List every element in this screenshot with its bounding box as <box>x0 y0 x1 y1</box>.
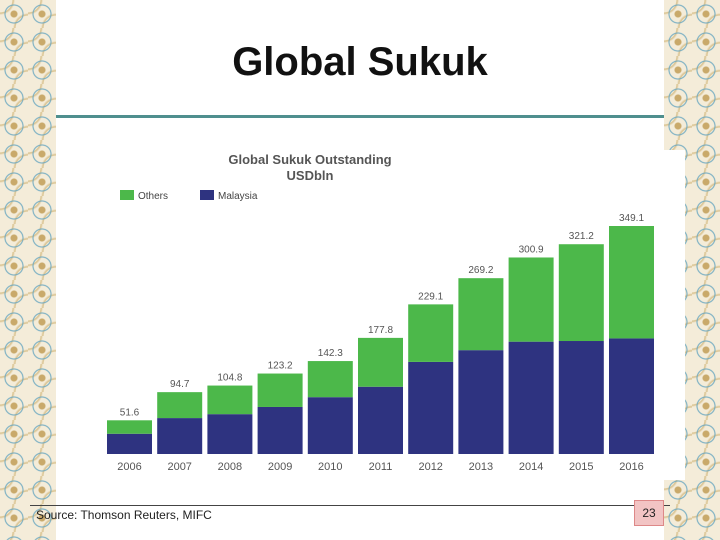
bar-others-2016 <box>609 226 654 339</box>
bar-malaysia-2006 <box>107 433 152 454</box>
bar-malaysia-2015 <box>558 341 604 454</box>
x-tick-2010: 2010 <box>318 461 342 473</box>
value-label-2010: 142.3 <box>318 348 343 359</box>
bar-malaysia-2009 <box>257 406 303 454</box>
x-tick-2006: 2006 <box>117 461 141 473</box>
bar-malaysia-2007 <box>157 418 203 454</box>
value-label-2007: 94.7 <box>170 379 190 390</box>
chart-svg: Global Sukuk Outstanding USDbln Others Ma… <box>107 152 654 473</box>
x-tick-2014: 2014 <box>519 461 543 473</box>
bar-others-2009 <box>257 373 303 407</box>
source-note: Source: Thomson Reuters, MIFC <box>36 508 212 522</box>
slide-title: Global Sukuk <box>232 40 488 84</box>
bar-others-2013 <box>458 278 504 351</box>
chart-subtitle: USDbln <box>287 168 334 183</box>
x-tick-2011: 2011 <box>369 461 393 473</box>
chart: Global Sukuk Outstanding USDbln Others Ma… <box>95 150 685 480</box>
footer-divider <box>30 505 670 506</box>
x-tick-2013: 2013 <box>469 461 493 473</box>
value-label-2006: 51.6 <box>120 407 140 418</box>
x-tick-2012: 2012 <box>418 461 442 473</box>
bar-malaysia-2014 <box>508 341 554 454</box>
legend-label-others: Others <box>138 191 168 202</box>
legend-label-malaysia: Malaysia <box>218 191 258 202</box>
x-tick-2009: 2009 <box>268 461 292 473</box>
bar-malaysia-2012 <box>408 361 454 454</box>
chart-bars <box>107 226 654 454</box>
bar-others-2010 <box>307 361 353 398</box>
bar-others-2007 <box>157 392 203 419</box>
bar-malaysia-2008 <box>207 414 253 454</box>
x-tick-2007: 2007 <box>167 461 191 473</box>
value-label-2016: 349.1 <box>619 213 644 224</box>
chart-title: Global Sukuk Outstanding <box>228 152 391 167</box>
chart-x-ticks: 2006 2007 2008 2009 2010 2011 2012 2013 2014 2015… <box>117 461 643 473</box>
value-label-2015: 321.2 <box>569 231 594 242</box>
bar-others-2011 <box>358 337 403 387</box>
chart-legend: Others Malaysia <box>120 190 258 202</box>
value-label-2011: 177.8 <box>368 325 393 336</box>
value-label-2008: 104.8 <box>217 373 242 384</box>
bar-others-2012 <box>408 304 454 362</box>
bar-malaysia-2013 <box>458 350 504 454</box>
x-tick-2015: 2015 <box>569 461 593 473</box>
x-tick-2016: 2016 <box>619 461 643 473</box>
value-label-2009: 123.2 <box>268 361 293 372</box>
value-label-2012: 229.1 <box>418 291 443 302</box>
title-divider <box>56 115 664 118</box>
page-number: 23 <box>634 500 664 526</box>
bar-malaysia-2011 <box>358 386 403 454</box>
legend-swatch-others <box>120 190 134 200</box>
bar-others-2006 <box>107 420 152 434</box>
bar-others-2015 <box>558 244 604 342</box>
decorative-border-left <box>0 0 56 540</box>
bar-malaysia-2010 <box>307 397 353 454</box>
bar-others-2008 <box>207 385 253 415</box>
value-label-2014: 300.9 <box>519 244 544 255</box>
legend-swatch-malaysia <box>200 190 214 200</box>
value-label-2013: 269.2 <box>468 265 493 276</box>
bar-others-2014 <box>508 257 554 342</box>
x-tick-2008: 2008 <box>218 461 242 473</box>
chart-value-labels: 51.6 94.7 104.8 123.2 142.3 177.8 229.1 269.2 30… <box>120 213 645 418</box>
bar-malaysia-2016 <box>609 338 654 454</box>
